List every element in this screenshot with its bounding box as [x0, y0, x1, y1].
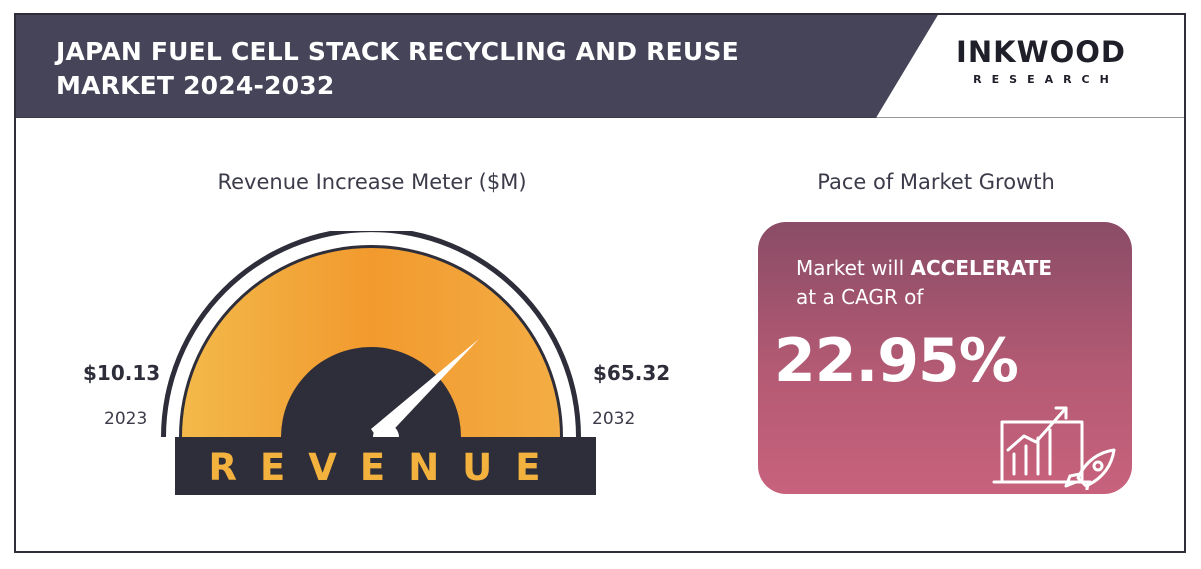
logo-subtext: RESEARCH [973, 73, 1119, 86]
gauge-base [175, 437, 596, 495]
gauge-hub [281, 347, 461, 437]
revenue-gauge: REVENUE [161, 231, 596, 495]
inkwood-logo: INKWOOD RESEARCH [936, 35, 1146, 88]
end-year: 2032 [592, 409, 636, 429]
end-value: $65.32 [593, 361, 671, 385]
cagr-line1-emphasis: ACCELERATE [910, 256, 1053, 280]
meter-title: Revenue Increase Meter ($M) [217, 170, 527, 194]
pace-title: Pace of Market Growth [817, 170, 1055, 194]
gauge-face [182, 248, 560, 437]
title-line-1: JAPAN FUEL CELL STACK RECYCLING AND REUS… [56, 37, 739, 66]
infographic-frame: JAPAN FUEL CELL STACK RECYCLING AND REUS… [14, 13, 1186, 553]
cagr-description: Market will ACCELERATE at a CAGR of [796, 254, 1052, 312]
cagr-card: Market will ACCELERATE at a CAGR of 22.9… [758, 222, 1132, 494]
header-background [16, 15, 1184, 118]
header-bar: JAPAN FUEL CELL STACK RECYCLING AND REUS… [16, 15, 1184, 118]
page-title: JAPAN FUEL CELL STACK RECYCLING AND REUS… [56, 35, 739, 103]
logo-wordmark: INKWOOD [956, 35, 1126, 69]
growth-chart-rocket-icon [992, 406, 1116, 490]
start-value: $10.13 [83, 361, 161, 385]
cagr-line1-prefix: Market will [796, 256, 911, 280]
cagr-value: 22.95% [774, 326, 1019, 396]
gauge-base-label: REVENUE [209, 446, 564, 489]
gauge-needle [371, 339, 479, 443]
title-line-2: MARKET 2024-2032 [56, 71, 335, 100]
start-year: 2023 [104, 409, 148, 429]
cagr-line2: at a CAGR of [796, 285, 924, 309]
